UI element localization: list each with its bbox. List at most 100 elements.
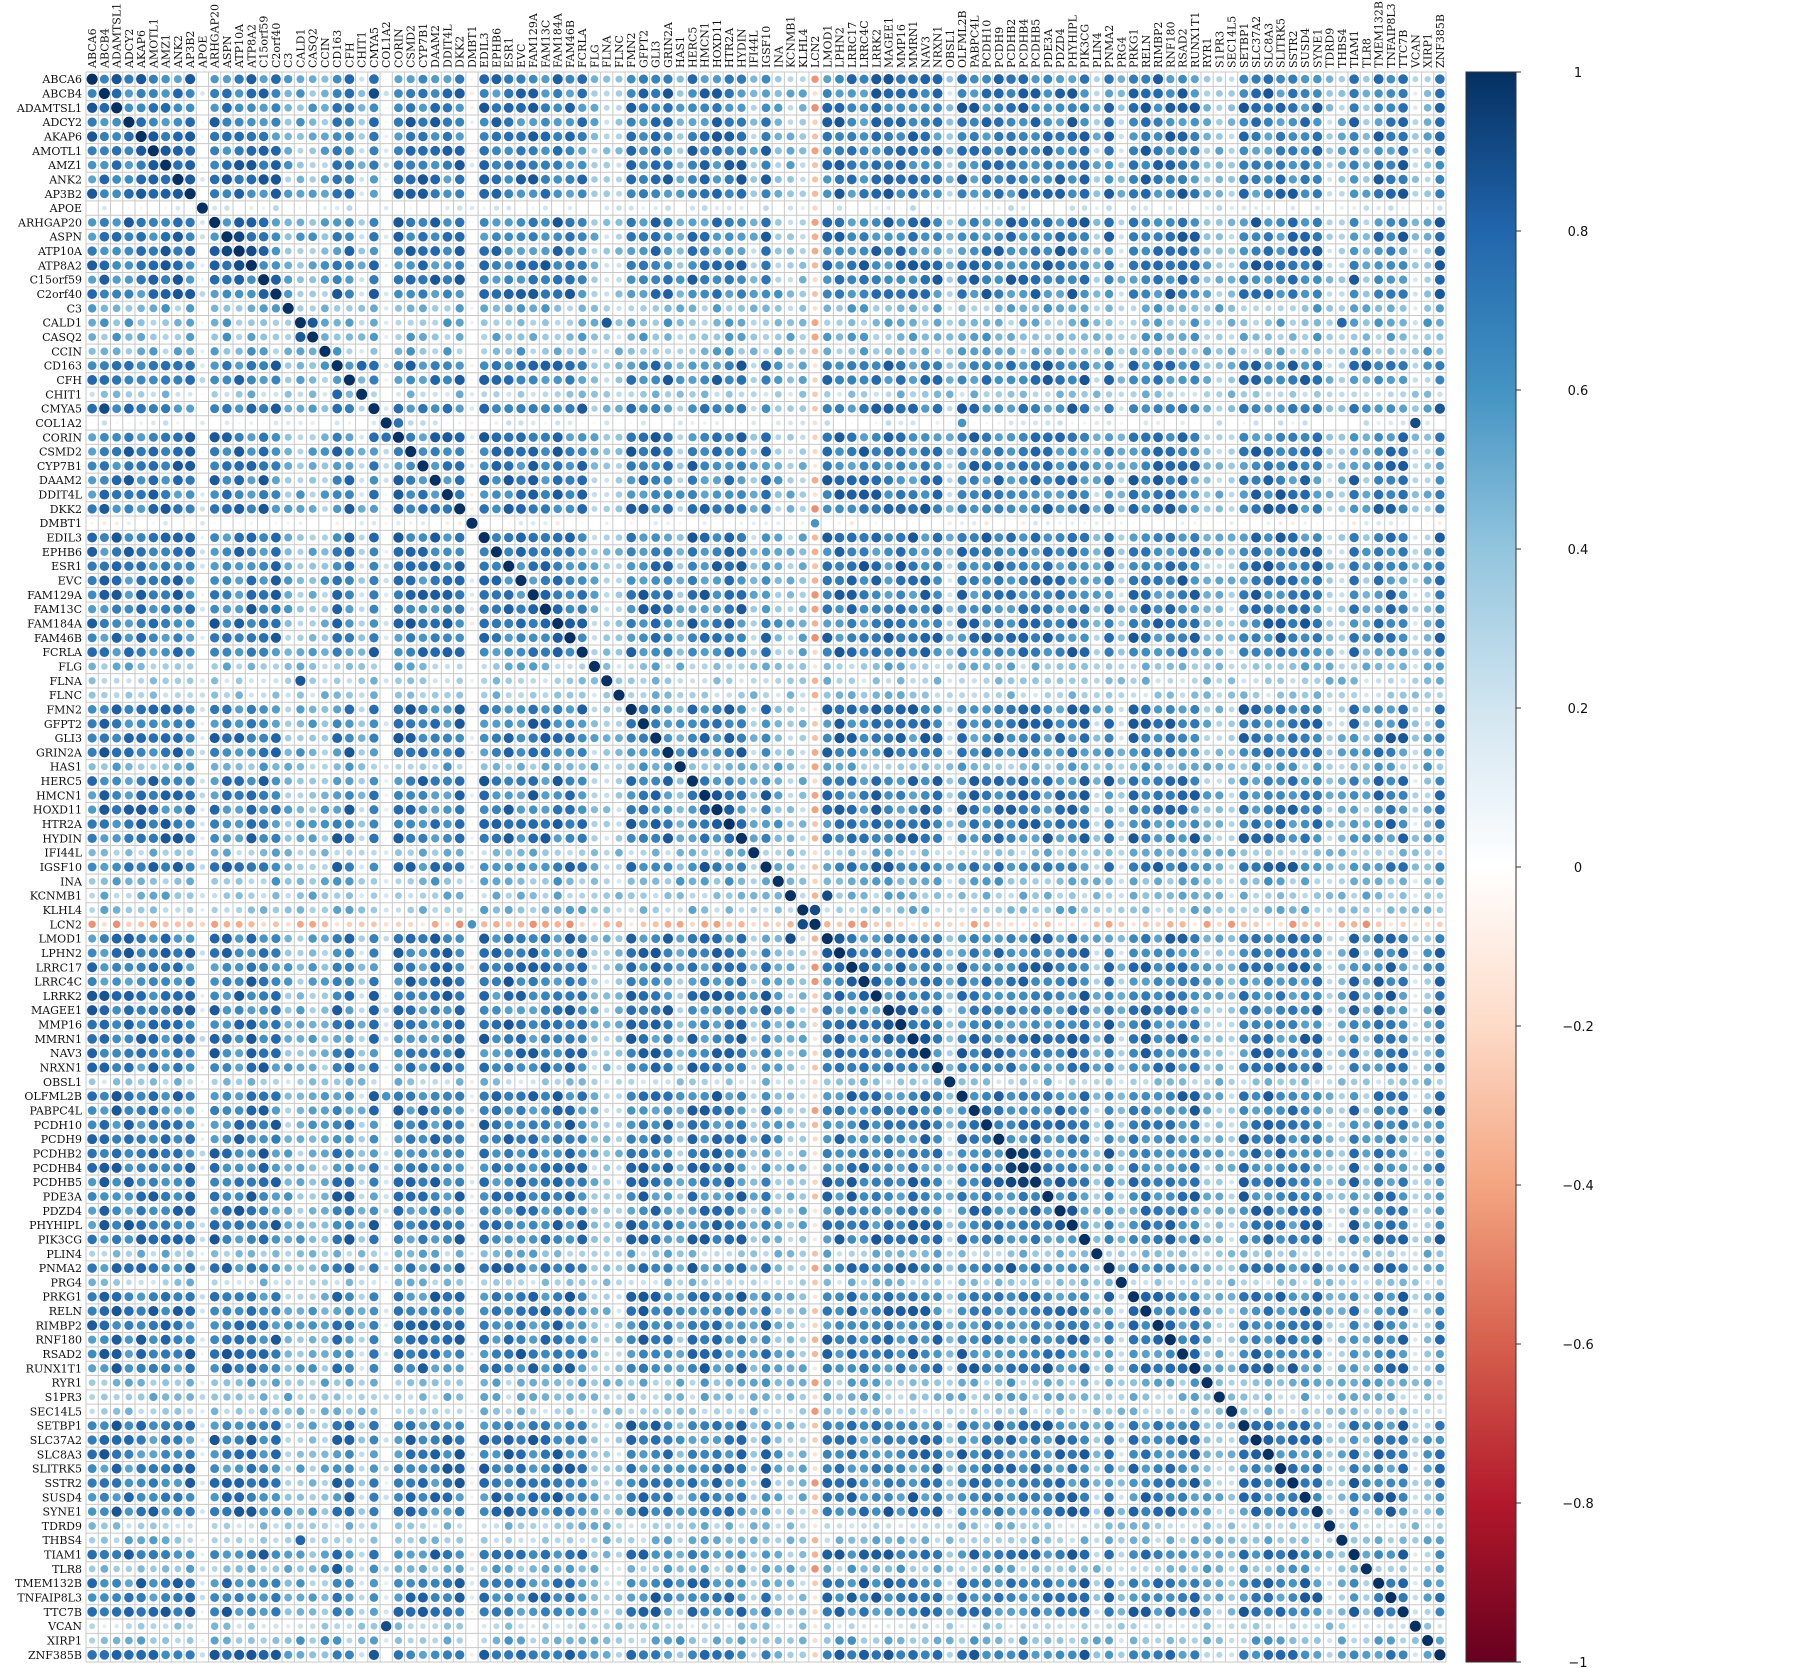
correlation-cell (1165, 604, 1176, 615)
correlation-cell (1216, 391, 1223, 398)
correlation-cell (210, 533, 220, 542)
correlation-cell (1031, 74, 1040, 84)
correlation-cell (834, 589, 845, 600)
correlation-cell (565, 217, 575, 228)
correlation-cell (1082, 421, 1087, 425)
correlation-cell (713, 333, 721, 341)
correlation-cell (1093, 190, 1101, 198)
correlation-cell (577, 633, 587, 643)
correlation-cell (639, 318, 648, 327)
correlation-cell (1055, 88, 1066, 99)
correlation-cell (1362, 562, 1371, 571)
correlation-cell (112, 390, 121, 399)
correlation-cell (295, 675, 306, 686)
correlation-cell (1141, 662, 1150, 671)
correlation-cell (1374, 304, 1383, 313)
correlation-cell (712, 188, 722, 199)
correlation-cell (552, 217, 563, 228)
correlation-cell (615, 319, 623, 327)
correlation-cell (246, 460, 257, 471)
correlation-cell (1325, 490, 1334, 499)
correlation-cell (945, 533, 954, 542)
correlation-cell (454, 489, 465, 500)
correlation-cell (724, 146, 734, 156)
correlation-cell (1398, 647, 1408, 657)
correlation-cell (393, 546, 404, 557)
correlation-cell (1264, 275, 1273, 284)
correlation-cell (640, 677, 647, 684)
correlation-cell (578, 332, 587, 342)
correlation-cell (87, 131, 98, 142)
correlation-cell (1204, 563, 1211, 570)
correlation-cell (626, 375, 637, 385)
correlation-cell (455, 74, 465, 84)
correlation-cell (934, 663, 941, 670)
correlation-cell (1276, 89, 1285, 98)
correlation-cell (332, 547, 342, 557)
correlation-cell (186, 404, 195, 413)
correlation-cell (738, 347, 745, 355)
correlation-cell (393, 575, 404, 586)
correlation-cell (1363, 420, 1370, 426)
correlation-cell (124, 175, 134, 184)
correlation-cell (724, 347, 734, 356)
correlation-cell (1167, 391, 1174, 398)
correlation-cell (761, 590, 771, 600)
correlation-cell (1373, 131, 1384, 142)
correlation-cell (1215, 648, 1224, 656)
correlation-cell (762, 304, 770, 313)
correlation-cell (764, 521, 768, 526)
correlation-cell (1190, 75, 1199, 84)
correlation-cell (1203, 362, 1211, 370)
correlation-cell (798, 461, 807, 470)
correlation-cell (1313, 332, 1322, 342)
correlation-cell (626, 547, 636, 557)
correlation-cell (1411, 562, 1420, 570)
correlation-cell (1104, 618, 1114, 629)
correlation-cell (1412, 577, 1419, 584)
correlation-cell (822, 404, 832, 414)
correlation-cell (344, 404, 355, 414)
correlation-cell (1215, 275, 1224, 284)
correlation-cell (577, 618, 588, 629)
correlation-cell (1227, 390, 1236, 399)
correlation-cell (235, 390, 243, 398)
correlation-cell (493, 391, 500, 398)
correlation-cell (932, 375, 943, 385)
correlation-cell (1288, 647, 1298, 657)
correlation-cell (933, 590, 942, 600)
correlation-cell (124, 74, 134, 84)
correlation-cell (1020, 348, 1027, 355)
correlation-cell (309, 491, 316, 498)
correlation-cell (1288, 103, 1298, 113)
correlation-cell (286, 521, 290, 525)
correlation-cell (112, 404, 122, 414)
correlation-cell (1423, 561, 1432, 571)
correlation-cell (395, 319, 402, 326)
correlation-cell (1435, 504, 1445, 514)
correlation-cell (246, 619, 256, 628)
correlation-cell (479, 590, 490, 600)
correlation-cell (883, 174, 894, 185)
correlation-cell (185, 647, 195, 657)
correlation-cell (161, 618, 171, 629)
correlation-cell (615, 90, 623, 97)
correlation-cell (185, 74, 196, 85)
correlation-cell (859, 189, 869, 199)
correlation-cell (687, 74, 698, 85)
correlation-cell (516, 360, 526, 371)
correlation-cell (1276, 561, 1286, 571)
correlation-cell (332, 504, 342, 514)
correlation-cell (1326, 405, 1334, 413)
correlation-cell (369, 590, 379, 600)
correlation-cell (297, 290, 304, 298)
correlation-cell (1251, 174, 1261, 185)
correlation-cell (1363, 391, 1370, 397)
correlation-cell (946, 663, 953, 670)
correlation-cell (552, 274, 563, 285)
correlation-cell (384, 278, 388, 281)
correlation-cell (1006, 404, 1016, 413)
correlation-cell (1362, 504, 1371, 513)
correlation-cell (1092, 562, 1101, 571)
correlation-cell (1042, 432, 1053, 443)
